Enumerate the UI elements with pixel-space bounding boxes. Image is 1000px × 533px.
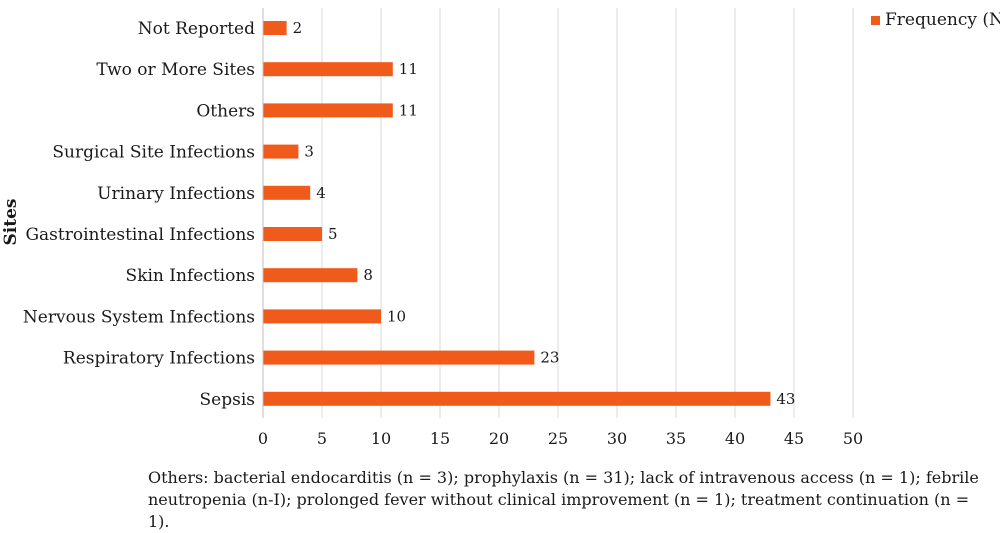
category-label-skin-infections: Skin Infections	[126, 266, 255, 286]
data-label-others: 11	[399, 101, 418, 119]
bar-others	[263, 103, 393, 118]
data-label-not-reported: 2	[293, 19, 303, 37]
data-label-sepsis: 43	[776, 390, 795, 408]
category-label-nervous-system-infections: Nervous System Infections	[23, 307, 255, 327]
bar-skin-infections	[263, 268, 358, 283]
data-label-gastrointestinal-infections: 5	[328, 225, 338, 243]
footnote-line-2: neutropenia (n-I); prolonged fever witho…	[148, 490, 970, 531]
y-axis-title: Sites	[1, 199, 21, 246]
data-label-respiratory-infections: 23	[540, 349, 559, 367]
category-label-urinary-infections: Urinary Infections	[97, 184, 255, 204]
x-tick-label-45: 45	[784, 429, 804, 448]
data-label-urinary-infections: 4	[316, 184, 326, 202]
bar-not-reported	[263, 21, 287, 35]
legend: Frequency (N)	[871, 10, 1000, 30]
x-tick-label-40: 40	[725, 429, 745, 448]
category-labels: Not Reported Two or More Sites Others Surgi…	[23, 19, 255, 410]
x-tick-label-0: 0	[258, 429, 268, 448]
x-tick-label-25: 25	[548, 429, 568, 448]
x-tick-label-30: 30	[607, 429, 627, 448]
bar-respiratory-infections	[263, 350, 535, 365]
footnote-line-1: Others: bacterial endocarditis (n = 3); …	[148, 468, 979, 487]
x-tick-label-50: 50	[843, 429, 863, 448]
bars-group	[263, 21, 771, 406]
x-tick-label-10: 10	[371, 429, 391, 448]
gridlines	[321, 8, 854, 418]
bar-gastrointestinal-infections	[263, 227, 322, 241]
bar-two-or-more-sites	[263, 62, 393, 77]
category-label-not-reported: Not Reported	[138, 19, 255, 39]
x-tick-label-15: 15	[430, 429, 450, 448]
data-label-two-or-more-sites: 11	[399, 60, 418, 78]
data-label-surgical-site-infections: 3	[304, 143, 314, 161]
category-label-surgical-site-infections: Surgical Site Infections	[52, 143, 255, 163]
category-label-sepsis: Sepsis	[200, 390, 255, 410]
data-labels: 2 11 11 3 4 5 8 10 23 43	[293, 19, 796, 408]
category-label-gastrointestinal-infections: Gastrointestinal Infections	[25, 225, 255, 245]
category-label-others: Others	[196, 101, 255, 121]
bar-sepsis	[263, 391, 771, 406]
legend-label: Frequency (N)	[885, 10, 1000, 30]
bar-urinary-infections	[263, 185, 311, 200]
legend-swatch	[871, 16, 880, 25]
category-label-respiratory-infections: Respiratory Infections	[63, 349, 255, 369]
category-label-two-or-more-sites: Two or More Sites	[96, 60, 255, 80]
footnote: Others: bacterial endocarditis (n = 3); …	[148, 467, 988, 533]
data-label-nervous-system-infections: 10	[387, 307, 406, 325]
x-tick-label-5: 5	[317, 429, 327, 448]
data-label-skin-infections: 8	[363, 266, 373, 284]
x-tick-label-35: 35	[666, 429, 686, 448]
bar-nervous-system-infections	[263, 309, 381, 324]
bar-surgical-site-infections	[263, 144, 299, 159]
x-tick-label-20: 20	[489, 429, 509, 448]
x-axis-ticks: 0 5 10 15 20 25 30 35 40 45 50	[258, 429, 863, 448]
